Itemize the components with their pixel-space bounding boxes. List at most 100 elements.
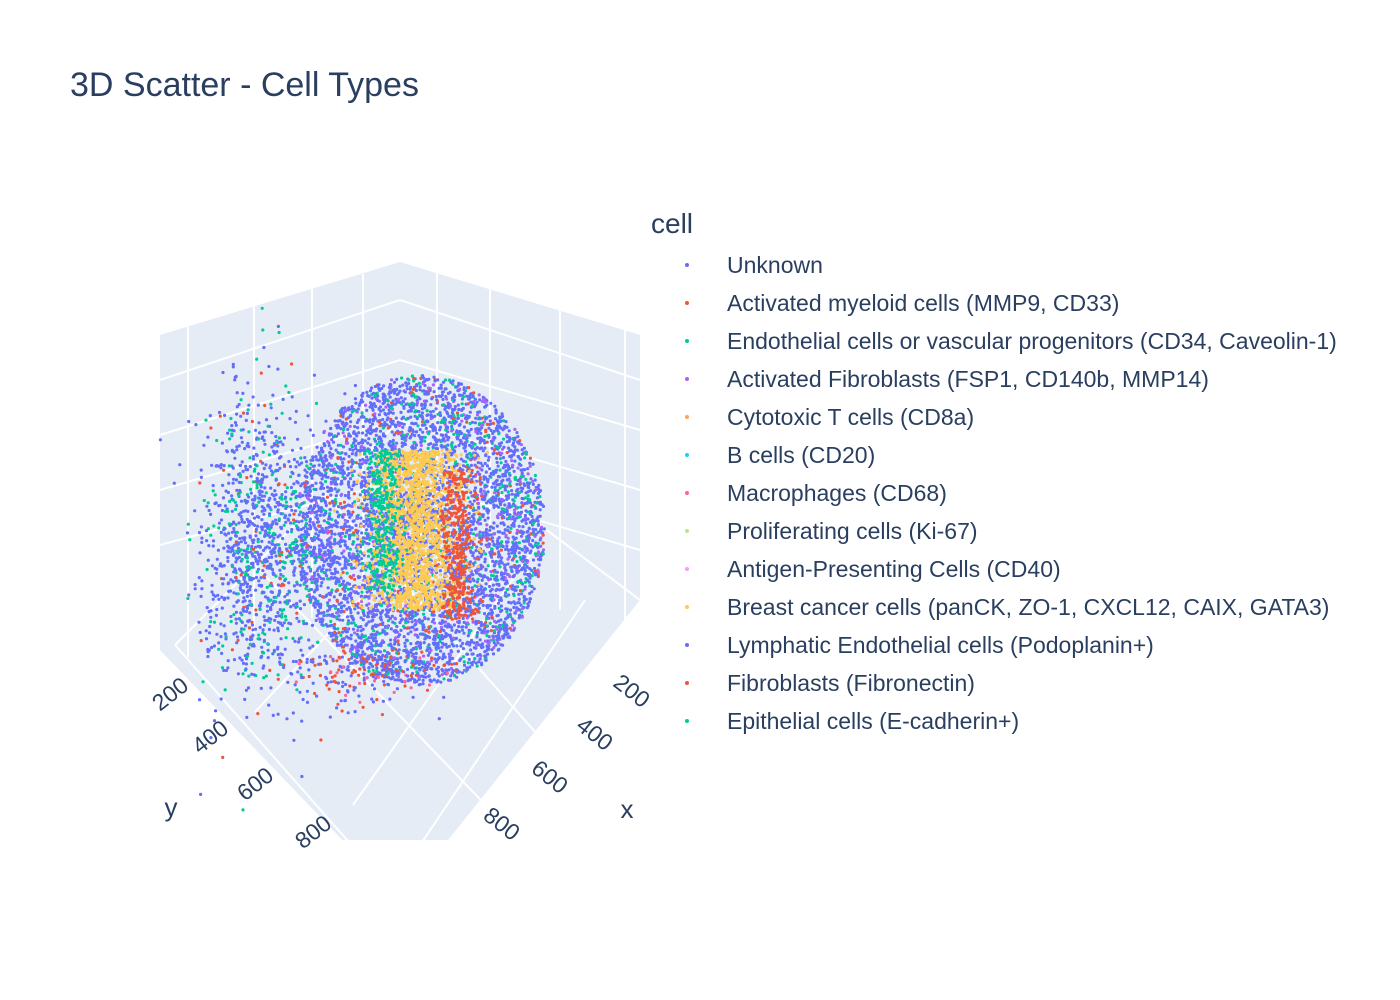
scatter-point bbox=[319, 539, 323, 543]
scatter-point bbox=[386, 597, 390, 601]
scatter-point bbox=[362, 540, 366, 544]
scatter-point bbox=[413, 446, 417, 450]
scatter-point bbox=[321, 595, 325, 599]
scatter-point bbox=[432, 613, 436, 617]
scatter-point bbox=[329, 493, 333, 497]
scatter-point bbox=[316, 573, 320, 577]
scatter-point bbox=[319, 604, 323, 608]
scatter-point bbox=[415, 679, 419, 684]
scatter-point bbox=[415, 627, 419, 632]
scatter-point bbox=[512, 620, 516, 625]
scatter-point bbox=[322, 429, 327, 433]
scatter-point bbox=[510, 489, 514, 493]
scatter-point bbox=[338, 592, 343, 596]
scatter-point bbox=[357, 462, 362, 466]
scatter-point bbox=[483, 587, 487, 591]
scatter-point bbox=[396, 609, 400, 613]
scatter-point bbox=[415, 670, 419, 674]
scatter-point bbox=[400, 441, 404, 445]
scatter-point bbox=[375, 427, 379, 431]
scatter-point bbox=[388, 617, 392, 621]
scatter-point bbox=[314, 455, 318, 459]
scatter-point bbox=[402, 389, 406, 393]
scatter-point bbox=[526, 490, 530, 494]
scatter-point bbox=[528, 461, 532, 465]
scatter-point bbox=[429, 413, 433, 417]
scatter-point bbox=[432, 375, 436, 379]
scatter-point bbox=[392, 380, 397, 384]
scatter-point bbox=[448, 633, 452, 637]
scatter-point bbox=[380, 386, 384, 391]
scatter-point bbox=[495, 494, 499, 498]
scatter-point bbox=[475, 545, 479, 549]
scatter-point bbox=[489, 428, 493, 433]
scatter-point bbox=[366, 615, 370, 619]
scatter-point bbox=[384, 613, 388, 617]
scatter-point bbox=[421, 374, 425, 378]
scatter-point bbox=[334, 448, 338, 452]
scatter-point bbox=[455, 463, 459, 467]
scatter-point bbox=[505, 588, 509, 592]
scatter-point bbox=[483, 560, 487, 564]
scatter-point bbox=[351, 627, 356, 631]
scatter-point bbox=[409, 415, 413, 419]
scatter-point bbox=[510, 569, 514, 574]
scatter-point bbox=[402, 422, 406, 426]
scatter-point bbox=[429, 403, 433, 407]
scatter-point bbox=[374, 613, 378, 617]
scatter-point bbox=[387, 675, 391, 679]
scatter-point bbox=[453, 405, 457, 409]
scatter-point bbox=[513, 504, 517, 508]
scatter-point bbox=[325, 464, 329, 468]
scatter-point bbox=[300, 566, 304, 571]
scatter-point bbox=[340, 492, 344, 496]
scatter-point bbox=[471, 652, 475, 656]
scatter-point bbox=[480, 492, 484, 496]
scatter-point bbox=[341, 618, 345, 622]
gridline bbox=[422, 599, 586, 840]
scatter-point bbox=[471, 515, 475, 519]
scatter-point bbox=[322, 614, 326, 618]
scatter-point bbox=[521, 503, 525, 507]
scatter-point bbox=[523, 580, 528, 584]
scatter-point bbox=[516, 435, 520, 439]
scene-walls bbox=[160, 262, 640, 840]
scatter-point bbox=[468, 410, 472, 414]
scatter-point bbox=[494, 588, 498, 593]
scatter-point bbox=[533, 552, 538, 556]
scatter-point bbox=[489, 422, 493, 426]
scatter-point bbox=[488, 584, 492, 589]
scatter-point bbox=[506, 562, 510, 566]
scatter-point bbox=[486, 458, 490, 462]
scatter-point bbox=[386, 416, 390, 420]
scatter-point bbox=[417, 618, 421, 622]
scatter-point bbox=[467, 657, 471, 662]
scatter-point bbox=[450, 662, 454, 666]
scatter-point bbox=[352, 531, 356, 535]
scatter-point bbox=[398, 431, 402, 435]
scatter-point bbox=[350, 526, 354, 530]
scatter-point bbox=[475, 641, 479, 645]
scatter-point bbox=[480, 663, 484, 667]
scatter-point bbox=[464, 402, 468, 406]
scatter-point bbox=[525, 578, 530, 582]
scatter-point bbox=[466, 496, 470, 500]
scatter-point bbox=[516, 506, 520, 510]
scatter-point bbox=[362, 498, 367, 502]
scatter-point bbox=[468, 605, 472, 610]
scatter-point bbox=[411, 429, 415, 433]
scatter-point bbox=[347, 432, 351, 436]
scatter-point bbox=[462, 433, 467, 437]
scatter-points bbox=[158, 306, 546, 812]
scatter-point bbox=[348, 447, 352, 451]
scatter-point bbox=[373, 412, 377, 416]
scatter-point bbox=[474, 646, 478, 650]
scatter-point bbox=[361, 391, 365, 395]
scatter-point bbox=[357, 585, 361, 589]
scatter-point bbox=[398, 423, 402, 428]
scatter-point bbox=[381, 640, 385, 645]
scatter-point bbox=[391, 438, 395, 442]
scatter-point bbox=[409, 391, 413, 395]
scatter-point bbox=[533, 505, 537, 509]
